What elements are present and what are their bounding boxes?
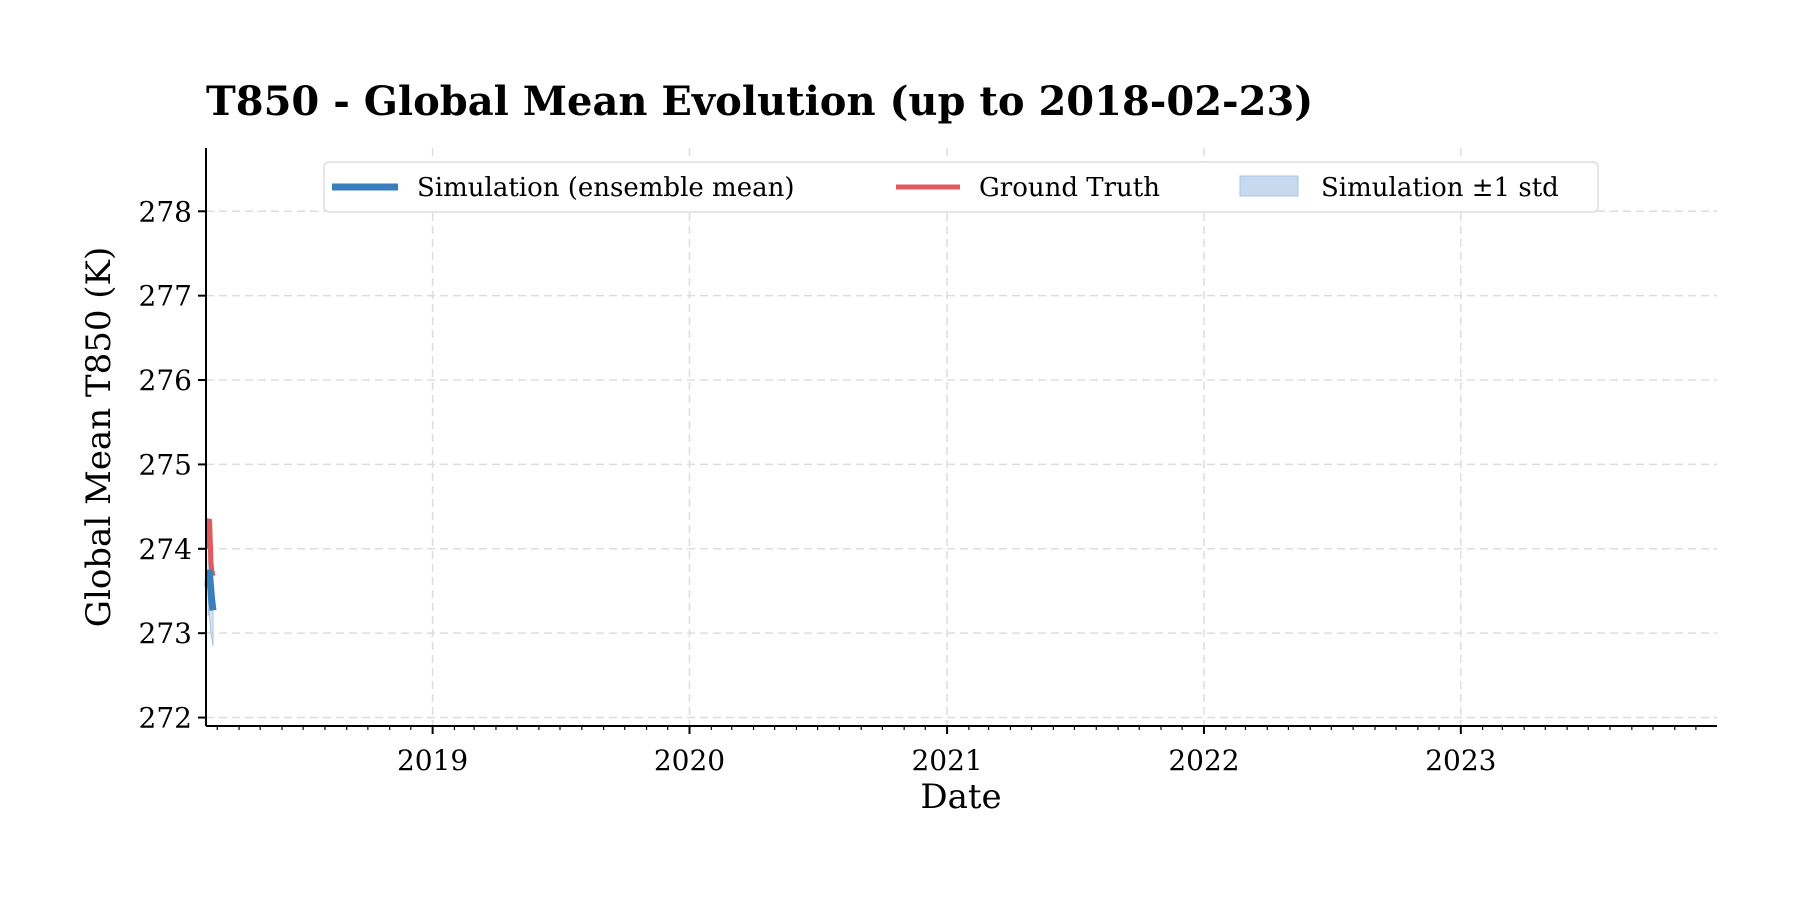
axes: 272 273 274 275 276 277 278 2019 2020 2021 2022 202…	[139, 148, 1717, 777]
x-tick-label: 2019	[397, 744, 468, 777]
x-tick-label: 2021	[911, 744, 982, 777]
x-axis-label: Date	[920, 777, 1001, 817]
x-tick-label: 2023	[1425, 744, 1496, 777]
y-tick-label: 276	[139, 364, 192, 397]
y-tick-label: 274	[139, 533, 192, 566]
y-axis-label: Global Mean T850 (K)	[79, 247, 119, 627]
legend-label: Ground Truth	[979, 173, 1160, 203]
y-tick-label: 277	[139, 280, 192, 313]
legend-label: Simulation (ensemble mean)	[417, 173, 794, 203]
simulation-mean-line	[204, 569, 217, 611]
legend-swatch-std	[1239, 175, 1299, 197]
grid	[206, 148, 1717, 726]
data-marks	[204, 518, 217, 646]
legend-box	[323, 161, 1599, 213]
y-tick-label: 275	[139, 448, 192, 481]
x-tick-label: 2020	[654, 744, 725, 777]
y-tick-label: 278	[139, 195, 192, 228]
chart-title: T850 - Global Mean Evolution (up to 2018…	[206, 78, 1313, 125]
legend-label: Simulation ±1 std	[1321, 173, 1559, 203]
y-tick-label: 273	[139, 617, 192, 650]
legend: Simulation (ensemble mean) Ground Truth Si…	[323, 161, 1599, 213]
x-tick-label: 2022	[1168, 744, 1239, 777]
y-tick-label: 272	[139, 702, 192, 735]
